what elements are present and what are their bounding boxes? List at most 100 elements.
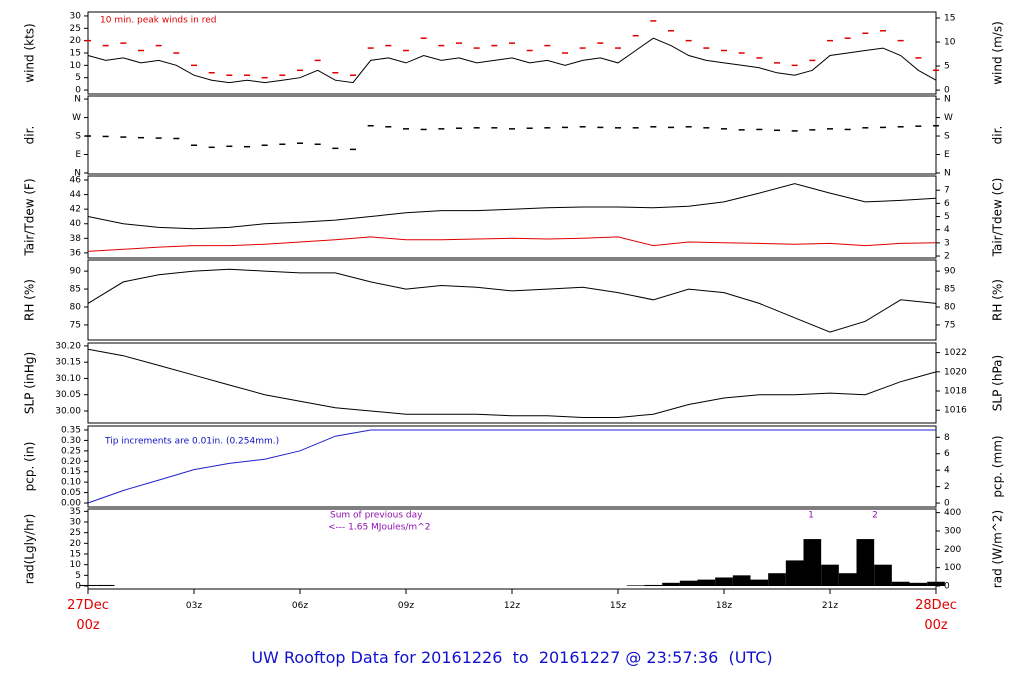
y-tick-label: 0 — [75, 86, 81, 96]
y2-tick-label: 5 — [944, 212, 950, 222]
y2-tick-label: 2 — [944, 252, 950, 262]
data-line — [87, 37, 937, 84]
y2-axis-label: RH (%) — [991, 279, 1005, 321]
y-tick-label: 0.30 — [61, 436, 81, 446]
bar — [821, 564, 839, 587]
y2-tick-label: 85 — [944, 285, 955, 295]
plot-area — [87, 429, 936, 504]
y2-tick-label: 1022 — [944, 348, 967, 358]
y2-tick-label: 8 — [944, 433, 950, 443]
y-tick-label: W — [72, 113, 81, 123]
data-line — [87, 183, 937, 230]
y2-tick-label: 75 — [944, 320, 955, 330]
y2-tick-label: 0 — [944, 499, 950, 509]
annotation: 2 — [872, 511, 878, 521]
y2-tick-label: 90 — [944, 267, 956, 277]
y-tick-label: 30.05 — [55, 390, 81, 400]
y2-tick-label: 4 — [944, 225, 950, 235]
y-tick-label: 80 — [70, 302, 82, 312]
y-tick-label: 44 — [70, 190, 82, 200]
y-tick-label: 25 — [70, 528, 81, 538]
bar — [732, 575, 751, 587]
y2-tick-label: S — [944, 132, 950, 142]
y-tick-label: 0.05 — [61, 488, 81, 498]
y-tick-label: 40 — [70, 219, 82, 229]
bar — [909, 582, 928, 587]
y-axis-label: pcp. (in) — [23, 442, 37, 492]
y-axis-label: dir. — [23, 126, 37, 145]
y2-axis-label: dir. — [991, 126, 1005, 145]
plot-area — [79, 539, 945, 587]
bar — [662, 582, 680, 587]
y2-tick-label: 80 — [944, 302, 956, 312]
y-tick-label: 36 — [70, 248, 82, 258]
x-tick-label: 28Dec 00z — [915, 598, 957, 633]
x-tick-label: 09z — [397, 601, 415, 611]
y2-tick-label: 300 — [944, 526, 961, 536]
bar — [927, 581, 945, 587]
y-tick-label: 0.10 — [61, 478, 81, 488]
y2-tick-label: E — [944, 150, 950, 160]
x-tick-label: 12z — [503, 601, 521, 611]
panel-frame — [87, 425, 937, 508]
y2-tick-label: 4 — [944, 466, 950, 476]
y2-tick-label: 10 — [944, 38, 956, 48]
panel-frame — [87, 95, 937, 175]
y-tick-label: 0.25 — [61, 446, 81, 456]
y2-axis-label: Tair/Tdew (C) — [991, 178, 1005, 258]
y-tick-label: 15 — [70, 550, 81, 560]
data-line — [87, 236, 937, 252]
y-tick-label: 10 — [70, 61, 82, 71]
y-tick-label: 30.00 — [55, 406, 81, 416]
bar — [626, 585, 645, 587]
x-tick-label: 15z — [609, 601, 627, 611]
y2-tick-label: 5 — [944, 62, 950, 72]
y-tick-label: 0.20 — [61, 457, 81, 467]
bar — [891, 581, 910, 587]
plot-area — [85, 125, 939, 151]
x-tick-label: 27Dec 00z — [67, 598, 109, 633]
data-line — [87, 348, 937, 418]
y-tick-label: S — [75, 132, 81, 142]
y2-tick-label: N — [944, 168, 951, 178]
y-tick-label: 20 — [70, 36, 82, 46]
bar — [715, 577, 733, 587]
y-axis-label: rad(Lgly/hr) — [23, 514, 37, 585]
x-tick-label: 06z — [291, 601, 309, 611]
x-tick-label: 18z — [715, 601, 733, 611]
y-tick-label: E — [75, 150, 81, 160]
y-axis-label: wind (kts) — [23, 23, 37, 82]
y2-tick-label: 1020 — [944, 367, 967, 377]
x-tick-label: 03z — [185, 601, 203, 611]
annotation: Sum of previous day — [330, 511, 423, 521]
y-tick-label: 42 — [70, 205, 81, 215]
annotation: 10 min. peak winds in red — [100, 16, 217, 26]
y2-tick-label: 3 — [944, 238, 950, 248]
y2-axis-label: SLP (hPa) — [991, 355, 1005, 411]
bar — [838, 573, 857, 587]
y2-tick-label: N — [944, 95, 951, 105]
panel-frame — [87, 342, 937, 424]
y-axis-label: Tair/Tdew (F) — [23, 178, 37, 256]
y-tick-label: 35 — [70, 507, 81, 517]
y-tick-label: 0 — [75, 582, 81, 592]
y-tick-label: 30.15 — [55, 358, 81, 368]
y2-tick-label: 7 — [944, 186, 950, 196]
chart-title: UW Rooftop Data for 20161226 to 20161227… — [251, 648, 773, 667]
y-tick-label: 0.15 — [61, 467, 81, 477]
bar — [856, 539, 875, 587]
y-tick-label: 20 — [70, 539, 82, 549]
y-tick-label: 25 — [70, 24, 81, 34]
bar — [750, 579, 769, 587]
y-tick-label: 46 — [70, 176, 82, 186]
bar — [679, 580, 698, 587]
y2-tick-label: 15 — [944, 14, 955, 24]
y2-tick-label: 400 — [944, 508, 961, 518]
plot-area — [87, 268, 937, 333]
y2-axis-label: rad (W/m^2) — [991, 510, 1005, 588]
y-tick-label: 38 — [70, 234, 82, 244]
bar — [644, 584, 663, 587]
y-tick-label: 85 — [70, 285, 81, 295]
y-tick-label: 30.20 — [55, 341, 81, 351]
